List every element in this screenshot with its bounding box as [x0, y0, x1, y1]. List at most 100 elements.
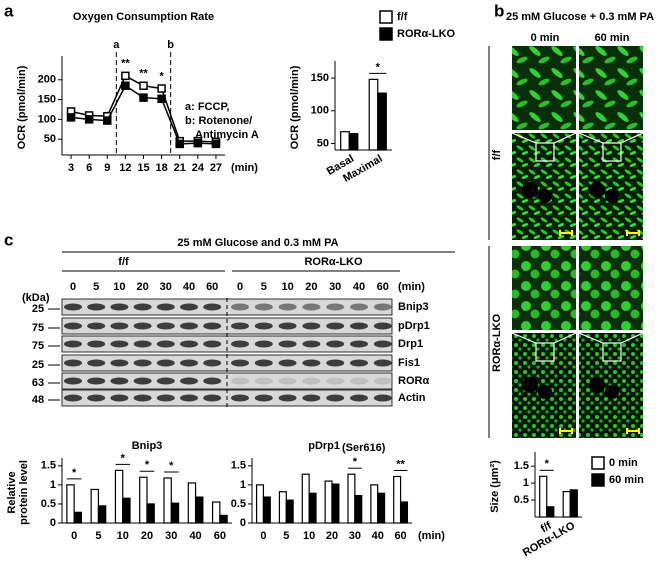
significance: *: [121, 452, 126, 464]
blot-band: [110, 359, 129, 367]
bar: [146, 503, 155, 524]
blot-band: [64, 377, 82, 385]
blot-band: [87, 359, 106, 367]
x-tick-label: 27: [210, 162, 222, 174]
bar: [370, 484, 379, 524]
blot-band: [231, 340, 249, 348]
y-tick-label: 150: [38, 93, 56, 105]
blot-band: [302, 322, 321, 330]
blot-band: [87, 303, 106, 311]
bar: [262, 496, 271, 524]
kda-label: 75: [32, 340, 44, 352]
blot-band: [110, 377, 129, 385]
blot-band: [133, 394, 152, 402]
lane-label: 40: [183, 281, 195, 293]
blot-band: [156, 303, 175, 311]
y-tick-label: 0.5: [231, 498, 246, 510]
point: [175, 139, 184, 149]
protein-label: Bnip3: [398, 301, 429, 313]
y-tick-label: 1.5: [231, 460, 246, 472]
x-tick-label: 24: [192, 162, 205, 174]
blot-band: [326, 303, 345, 311]
blot-band: [302, 394, 321, 402]
blot-band: [350, 340, 368, 348]
legend-label: RORα-LKO: [397, 28, 456, 40]
image: [512, 133, 576, 240]
blot-band: [373, 377, 392, 385]
lane-label: 5: [93, 281, 99, 293]
blot-band: [133, 359, 152, 367]
blot-band: [64, 303, 82, 311]
blot-band: [133, 377, 152, 385]
bar: [73, 511, 83, 524]
bar: [139, 476, 148, 524]
x-tick-label: 12: [119, 162, 131, 174]
blot-band: [203, 394, 222, 402]
point: [193, 138, 203, 148]
blot-band: [373, 322, 392, 330]
blot-band: [278, 377, 297, 385]
blot-band: [373, 303, 392, 311]
x-axis-label: (min): [231, 162, 258, 174]
blot-band: [350, 377, 368, 385]
bar: [97, 505, 107, 524]
x-tick-label: 21: [174, 162, 186, 174]
blot-band: [326, 359, 345, 367]
y-tick-label: 0: [50, 517, 56, 529]
kda-label: 63: [32, 377, 44, 389]
panel-label: c: [4, 230, 13, 249]
significance: **: [121, 58, 130, 70]
blot-band: [64, 340, 82, 348]
blot-band: [254, 394, 273, 402]
y-tick-label: 100: [311, 105, 329, 117]
blot-band: [110, 340, 129, 348]
bar: [324, 480, 333, 524]
point: [121, 71, 130, 81]
lane-label: 30: [329, 281, 341, 293]
image: [579, 133, 643, 240]
bar: [347, 473, 356, 524]
significance: **: [139, 68, 148, 80]
protein-label: Drp1: [398, 338, 423, 350]
blot-band: [254, 303, 273, 311]
blot-band: [254, 359, 273, 367]
lane-label: 60: [206, 281, 218, 293]
blot-band: [302, 303, 321, 311]
y-axis-label: OCR (pmol/min): [289, 65, 301, 149]
x-axis-label: (min): [418, 530, 445, 542]
y-tick-label: 1: [523, 477, 529, 489]
imaging-panel: 25 mM Glucose + 0.3 mM PA 0 min 60 min f…: [488, 11, 654, 438]
kda-label: 75: [32, 322, 44, 334]
protein-label: RORα: [398, 375, 429, 387]
x-tick-label: 20: [326, 530, 338, 542]
point: [157, 94, 166, 104]
image: [512, 246, 576, 330]
panel-label: b: [494, 1, 504, 20]
bar: [187, 482, 197, 524]
y-tick-label: 0.5: [41, 498, 56, 510]
chart-title: pDrp1: [308, 440, 340, 452]
bar: [90, 488, 100, 524]
significance: *: [376, 61, 381, 73]
significance: *: [169, 460, 174, 472]
kda-label: 25: [32, 303, 44, 315]
bar: [377, 492, 386, 524]
significance: *: [145, 459, 150, 471]
imaging-title: 25 mM Glucose + 0.3 mM PA: [506, 11, 654, 23]
y-tick-label: 200: [38, 74, 56, 86]
x-tick-label: 30: [349, 530, 361, 542]
y-axis-label: protein level: [18, 460, 30, 525]
y-axis-label: Size (μm²): [489, 460, 501, 513]
blot-band: [231, 359, 249, 367]
x-tick-label: 20: [141, 530, 153, 542]
nucleus: [522, 182, 619, 399]
row-label: f/f: [491, 149, 503, 160]
protein-label: Fis1: [398, 357, 420, 369]
blot-band: [278, 303, 297, 311]
point: [211, 139, 221, 149]
blot-band: [350, 359, 368, 367]
blot-band: [203, 340, 222, 348]
lane-label: 20: [136, 281, 148, 293]
blot-band: [350, 394, 368, 402]
bar: [377, 92, 387, 151]
